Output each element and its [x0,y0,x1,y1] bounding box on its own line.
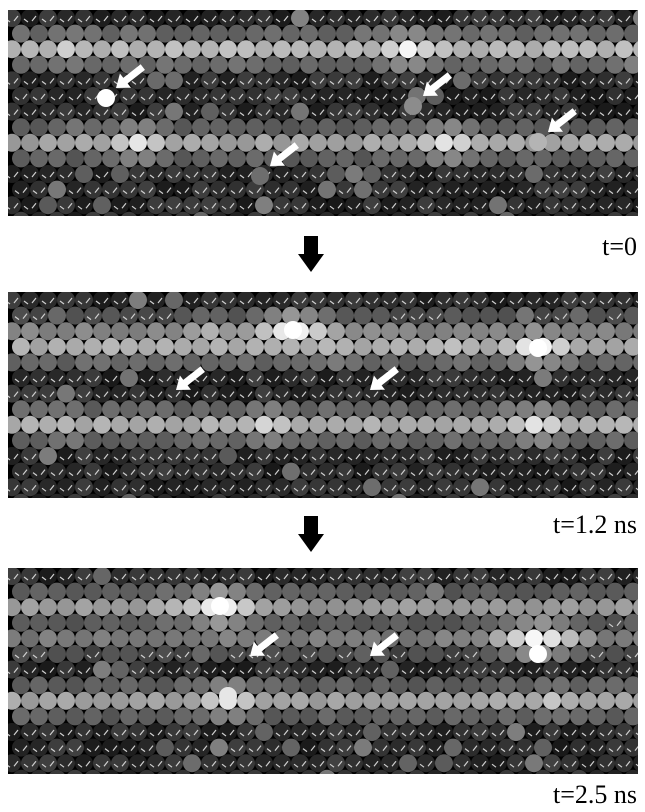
lattice-image-t2 [8,568,638,774]
snapshot-panel-t1 [8,292,638,498]
highlighted-atom [219,687,237,705]
white-arrow-icon [548,108,577,132]
highlighted-atom [251,167,269,185]
highlighted-atom [97,89,115,107]
time-label-t2: t=2.5 ns [552,780,637,809]
down-arrow-icon [298,236,324,272]
snapshot-panel-t2 [8,568,638,774]
white-arrow-icon [370,366,399,390]
highlighted-atom [404,97,422,115]
white-arrow-icon [270,142,299,166]
lattice-image-t0 [8,10,638,216]
white-arrow-icon [250,632,279,656]
time-label-t1: t=1.2 ns [552,510,637,539]
down-arrow-icon [298,516,324,552]
white-arrow-icon [176,366,205,390]
highlighted-atom [529,133,547,151]
lattice-image-t1 [8,292,638,498]
highlighted-atom [529,339,547,357]
white-arrow-icon [370,632,399,656]
white-arrow-icon [423,72,452,96]
white-arrow-icon [116,64,145,88]
snapshot-panel-t0 [8,10,638,216]
highlighted-atom [529,645,547,663]
atom-lattice [8,568,638,774]
atom-lattice [8,292,638,498]
highlighted-atom [284,321,302,339]
highlighted-atom [211,597,229,615]
time-label-t0: t=0 [602,232,637,261]
atom-lattice [8,10,638,216]
